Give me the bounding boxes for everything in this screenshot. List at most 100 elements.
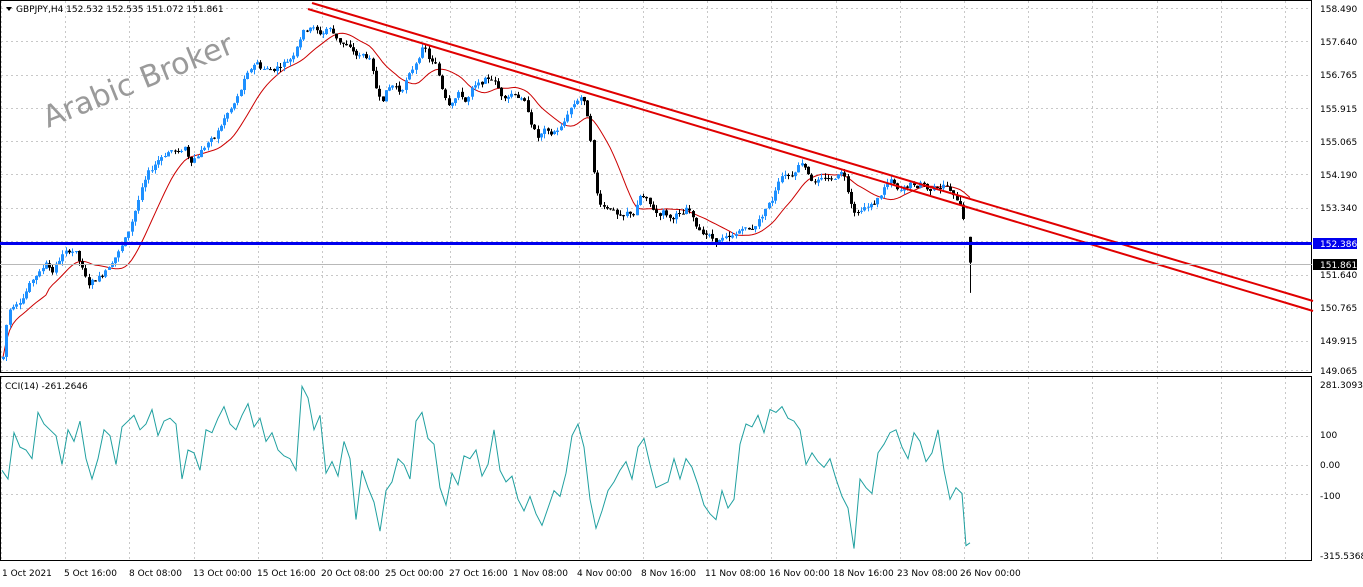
candle-body [758,219,761,227]
candle-body [124,237,127,247]
candle-body [735,234,738,237]
candle-body [345,43,348,46]
candle-body [741,228,744,231]
current-price-tag [1313,259,1357,270]
candle-body [316,26,319,31]
price-axis[interactable]: 158.490 157.640 156.765 155.915 155.065 … [1313,5,1357,377]
candle-body [226,112,229,119]
candle-body [649,197,652,205]
candle-body [401,89,404,92]
candle-body [936,187,939,189]
candle-body [296,46,299,57]
time-label: 27 Oct 16:00 [449,569,508,579]
candle-body [952,190,955,196]
candle-body [19,302,22,305]
candle-body [490,79,493,81]
candle-body [850,191,853,204]
current-price-label: 151.861 [1320,261,1357,271]
cci-label: 281.3093 [1320,381,1363,391]
candle-body [639,195,642,205]
candle-body [289,59,292,62]
candle-body [42,268,45,272]
candle-body [365,54,368,59]
candle-body [510,93,513,97]
candle-body [408,73,411,80]
candle-body [665,210,668,216]
candle-body [946,185,949,187]
candle-body [101,275,104,277]
time-axis[interactable]: 1 Oct 2021 5 Oct 16:00 8 Oct 08:00 13 Oc… [2,569,1021,579]
indicator-title: CCI(14) -261.2646 [5,382,88,392]
candle-body [824,177,827,179]
time-label: 16 Nov 00:00 [769,569,830,579]
trendline-lower[interactable] [307,8,1314,312]
time-label: 5 Oct 16:00 [64,569,117,579]
candle-body [589,115,592,141]
trendline-upper[interactable] [311,2,1314,302]
candles[interactable] [2,25,972,361]
candle-body [461,91,464,98]
candle-body [246,72,249,79]
candle-body [494,80,497,82]
candle-body [929,188,932,191]
candle-body [223,118,226,126]
candle-body [121,245,124,252]
candle-body [2,356,5,360]
candle-body [913,183,916,186]
time-label: 13 Oct 00:00 [193,569,252,579]
symbol-info: GBPJPY,H4 152.532 152.535 151.072 151.86… [16,5,224,15]
candle-body [596,172,599,194]
cci-label: 0.00 [1320,461,1340,471]
candle-body [784,174,787,176]
candle-body [283,61,286,67]
candle-body [751,228,754,230]
candle-body [362,53,365,56]
candle-body [213,137,216,139]
candle-body [5,324,8,357]
candle-body [616,209,619,215]
candle-body [725,236,728,239]
cci-label: 100 [1320,431,1337,441]
candle-body [619,214,622,216]
candle-body [956,195,959,201]
candle-body [909,182,912,189]
candle-body [457,92,460,98]
price-label: 157.640 [1320,38,1357,48]
candle-body [137,199,140,211]
candle-body [428,48,431,60]
candle-body [451,102,454,106]
candle-body [127,231,130,238]
candle-body [243,78,246,91]
candle-body [652,204,655,210]
candle-body [108,267,111,270]
candle-body [715,238,718,243]
candle-body [358,55,361,57]
candle-body [434,62,437,64]
candle-body [520,98,523,100]
candle-body [385,90,388,102]
candle-body [675,213,678,220]
candle-body [98,275,101,282]
candle-body [299,39,302,48]
candle-body [731,235,734,238]
candle-body [94,280,97,282]
candle-body [537,129,540,138]
candle-body [533,124,536,130]
support-price-tag [1313,238,1357,249]
candle-body [197,156,200,159]
candle-body [820,178,823,180]
price-label: 156.765 [1320,71,1357,81]
candle-body [418,58,421,63]
candle-body [959,201,962,205]
candle-body [339,38,342,43]
candle-body [764,208,767,217]
chart-menu-arrow-icon[interactable] [6,7,12,11]
time-label: 1 Nov 08:00 [513,569,568,579]
time-label: 20 Oct 08:00 [321,569,380,579]
candle-body [38,271,41,277]
candle-body [873,203,876,205]
candle-body [378,88,381,97]
candle-body [718,240,721,244]
candle-body [207,142,210,148]
